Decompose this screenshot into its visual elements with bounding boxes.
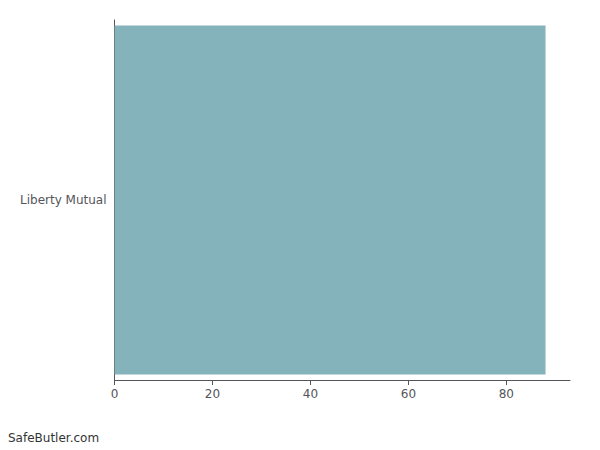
svg-text:60: 60 bbox=[401, 387, 416, 401]
svg-text:Liberty Mutual: Liberty Mutual bbox=[20, 193, 107, 207]
svg-text:40: 40 bbox=[303, 387, 318, 401]
svg-text:0: 0 bbox=[111, 387, 119, 401]
svg-text:20: 20 bbox=[205, 387, 220, 401]
svg-text:80: 80 bbox=[499, 387, 514, 401]
svg-text:SafeButler.com: SafeButler.com bbox=[8, 431, 99, 445]
